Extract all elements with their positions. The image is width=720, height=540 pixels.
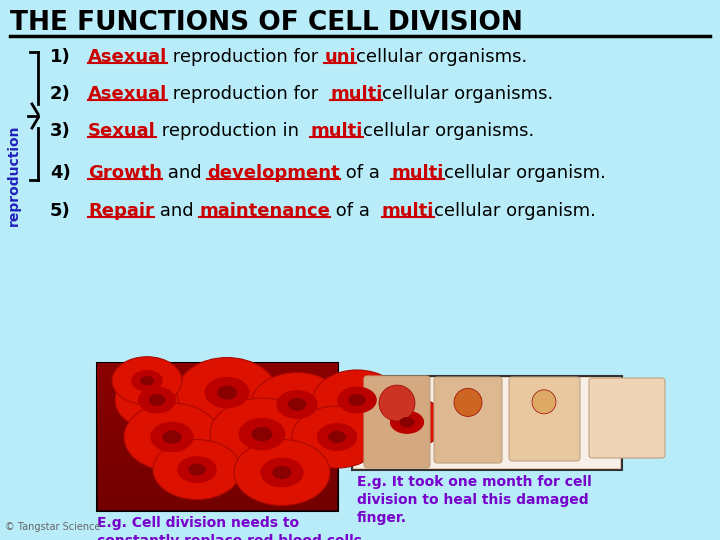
Ellipse shape xyxy=(251,373,343,436)
Text: and: and xyxy=(154,202,199,220)
Ellipse shape xyxy=(140,376,154,386)
Bar xyxy=(97,452,338,467)
Text: cellular organisms.: cellular organisms. xyxy=(363,122,534,140)
FancyBboxPatch shape xyxy=(589,378,665,458)
Ellipse shape xyxy=(204,377,250,408)
Ellipse shape xyxy=(390,410,424,434)
Ellipse shape xyxy=(313,370,401,430)
Text: THE FUNCTIONS OF CELL DIVISION: THE FUNCTIONS OF CELL DIVISION xyxy=(10,10,523,36)
Text: cellular organism.: cellular organism. xyxy=(444,164,606,182)
Bar xyxy=(97,422,338,437)
Text: Repair: Repair xyxy=(88,202,154,220)
Bar xyxy=(97,467,338,481)
Ellipse shape xyxy=(115,370,199,430)
Ellipse shape xyxy=(288,398,306,411)
Ellipse shape xyxy=(150,422,194,453)
Text: Asexual: Asexual xyxy=(88,48,167,66)
Ellipse shape xyxy=(292,406,382,468)
Ellipse shape xyxy=(379,385,415,421)
Text: multi: multi xyxy=(392,164,444,182)
Ellipse shape xyxy=(112,357,182,405)
Text: 2): 2) xyxy=(50,85,71,103)
Bar xyxy=(352,376,622,470)
Text: multi: multi xyxy=(310,122,363,140)
Text: multi: multi xyxy=(382,202,434,220)
Ellipse shape xyxy=(148,394,166,406)
Ellipse shape xyxy=(337,387,377,414)
Text: maintenance: maintenance xyxy=(199,202,330,220)
Ellipse shape xyxy=(131,370,163,392)
Ellipse shape xyxy=(272,466,292,479)
Text: © Tangstar Science: © Tangstar Science xyxy=(5,522,101,532)
Text: and: and xyxy=(162,164,207,182)
Ellipse shape xyxy=(124,403,220,471)
Ellipse shape xyxy=(276,390,318,419)
Ellipse shape xyxy=(317,423,357,451)
Text: cellular organism.: cellular organism. xyxy=(434,202,595,220)
Text: cellular organisms.: cellular organisms. xyxy=(356,48,527,66)
Text: E.g. It took one month for cell
division to heal this damaged
finger.: E.g. It took one month for cell division… xyxy=(357,475,592,525)
Ellipse shape xyxy=(328,431,346,443)
FancyBboxPatch shape xyxy=(434,377,502,463)
Text: 5): 5) xyxy=(50,202,71,220)
Text: uni: uni xyxy=(324,48,356,66)
Ellipse shape xyxy=(188,463,206,476)
Ellipse shape xyxy=(251,427,272,441)
FancyBboxPatch shape xyxy=(364,376,430,468)
Text: Asexual: Asexual xyxy=(88,85,167,103)
Ellipse shape xyxy=(163,430,181,444)
Ellipse shape xyxy=(400,417,415,427)
Ellipse shape xyxy=(238,418,285,450)
Text: multi: multi xyxy=(330,85,382,103)
Text: reproduction in: reproduction in xyxy=(156,122,310,140)
Bar xyxy=(97,363,338,511)
Ellipse shape xyxy=(177,456,217,483)
Text: reproduction: reproduction xyxy=(7,124,21,226)
Text: reproduction for: reproduction for xyxy=(167,48,324,66)
Bar xyxy=(97,378,338,393)
Ellipse shape xyxy=(153,440,241,500)
Ellipse shape xyxy=(454,388,482,416)
Text: Growth: Growth xyxy=(88,164,162,182)
Text: 3): 3) xyxy=(50,122,71,140)
Bar xyxy=(97,481,338,496)
Text: development: development xyxy=(207,164,340,182)
FancyBboxPatch shape xyxy=(509,377,580,461)
Text: 1): 1) xyxy=(50,48,71,66)
Bar xyxy=(97,496,338,511)
Bar xyxy=(97,407,338,422)
Ellipse shape xyxy=(261,458,304,488)
Ellipse shape xyxy=(138,387,176,414)
Text: cellular organisms.: cellular organisms. xyxy=(382,85,554,103)
Bar xyxy=(97,437,338,452)
Text: Sexual: Sexual xyxy=(88,122,156,140)
Text: of a: of a xyxy=(340,164,392,182)
Bar xyxy=(97,363,338,378)
Text: of a: of a xyxy=(330,202,382,220)
Ellipse shape xyxy=(210,398,314,470)
Ellipse shape xyxy=(234,440,330,505)
Text: E.g. Cell division needs to
constantly replace red blood cells
which only surviv: E.g. Cell division needs to constantly r… xyxy=(97,516,362,540)
Bar xyxy=(354,378,620,468)
Ellipse shape xyxy=(369,396,445,448)
Text: reproduction for: reproduction for xyxy=(167,85,330,103)
Text: 4): 4) xyxy=(50,164,71,182)
Ellipse shape xyxy=(177,357,277,428)
Ellipse shape xyxy=(348,394,366,406)
Bar xyxy=(97,393,338,407)
Ellipse shape xyxy=(217,386,237,400)
Ellipse shape xyxy=(532,390,556,414)
